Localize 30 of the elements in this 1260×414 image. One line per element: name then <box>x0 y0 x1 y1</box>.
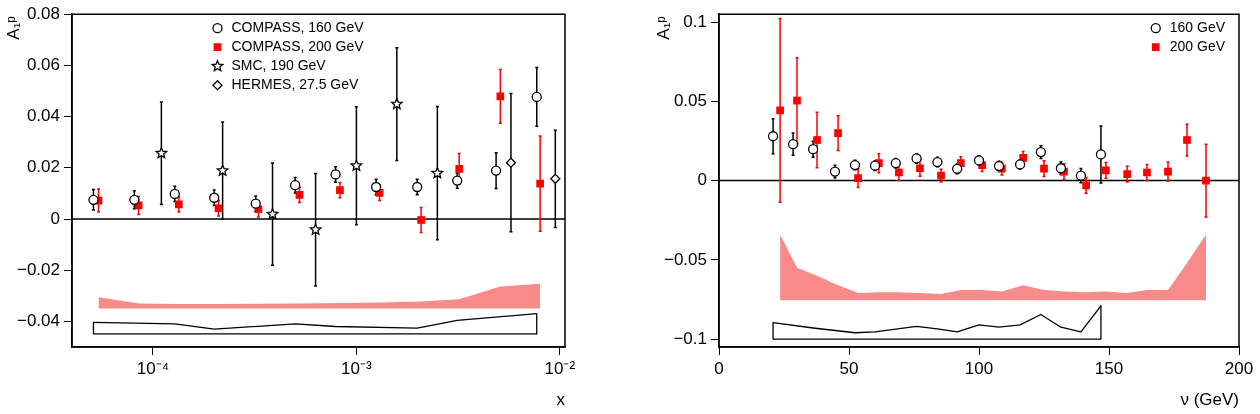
x-tick-label: 100 <box>964 358 994 378</box>
y-tick-label: 0 <box>697 170 707 190</box>
y-tick-label: 0.02 <box>26 157 60 177</box>
y-tick-label: −0.04 <box>16 311 60 331</box>
legend-label: HERMES, 27.5 GeV <box>231 76 359 93</box>
legend-label: SMC, 190 GeV <box>231 57 327 74</box>
y-tick-label: 0.06 <box>26 55 60 75</box>
x-tick-label: 10⁻² <box>544 358 576 378</box>
x-tick-label: 50 <box>839 358 859 378</box>
x-tick-label: 150 <box>1094 358 1124 378</box>
x-tick-label: 10⁻⁴ <box>136 358 170 378</box>
y-tick-label: 0 <box>50 208 60 228</box>
y-tick-label: −0.02 <box>16 259 60 279</box>
legend-label: 160 GeV <box>1169 19 1226 36</box>
y-axis-title: A₁ᵖ <box>653 16 673 40</box>
y-axis-title: A₁ᵖ <box>3 16 23 40</box>
y-tick-label: 0.08 <box>26 3 60 23</box>
x-tick-label: 0 <box>714 358 724 378</box>
x-axis-title: ν (GeV) <box>1180 390 1239 409</box>
y-tick-label: 0.1 <box>683 11 707 31</box>
y-tick-label: 0.04 <box>26 106 60 126</box>
x-tick-label: 10⁻³ <box>341 358 373 378</box>
y-tick-label: −0.1 <box>673 328 707 348</box>
y-tick-label: 0.05 <box>673 91 707 111</box>
legend-label: 200 GeV <box>1169 38 1226 55</box>
legend-label: COMPASS, 200 GeV <box>231 38 365 55</box>
y-tick-label: −0.05 <box>663 249 707 269</box>
x-tick-label: 200 <box>1224 358 1254 378</box>
legend-label: COMPASS, 160 GeV <box>231 19 365 36</box>
x-axis-title: x <box>556 390 566 409</box>
